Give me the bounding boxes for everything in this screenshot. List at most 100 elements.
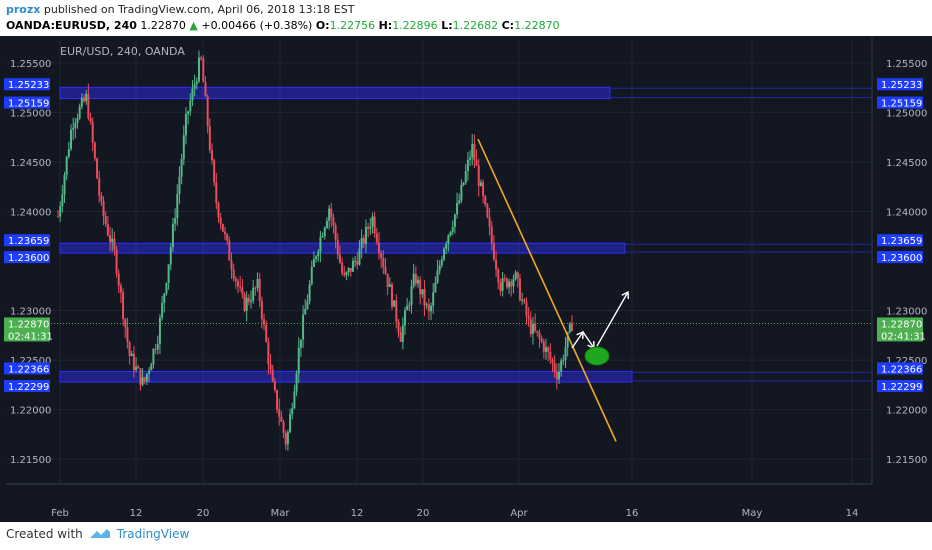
x-tick-label: 14: [846, 508, 859, 519]
candle-body: [174, 218, 177, 224]
publish-info: published on TradingView.com, April 06, …: [43, 3, 355, 16]
x-tick-label: 12: [130, 508, 143, 519]
candle-body: [100, 195, 103, 202]
level-label-left-bg: [4, 96, 50, 109]
candle-body: [143, 377, 146, 382]
x-tick-label: Feb: [51, 508, 69, 519]
candle-body: [176, 194, 179, 219]
level-label-right: 1.22366: [881, 364, 922, 375]
candle-body: [525, 301, 528, 316]
candle-body: [560, 360, 563, 372]
author-link[interactable]: prozx: [6, 3, 41, 16]
y-tick-label-left: 1.24500: [10, 158, 51, 169]
open-label: O:: [315, 19, 330, 32]
high-value: 1.22896: [392, 19, 438, 32]
candle-body: [87, 93, 90, 118]
candle-body: [165, 282, 168, 294]
level-label-right: 1.25159: [881, 99, 922, 110]
candle-body: [65, 156, 68, 175]
candle-body: [98, 178, 101, 196]
candle-body: [373, 216, 376, 234]
candle-body: [375, 233, 378, 243]
candle-body: [364, 227, 367, 244]
candle-body: [221, 223, 224, 232]
candle-body: [490, 226, 493, 244]
candle-body: [551, 359, 554, 364]
candle-body: [119, 285, 122, 293]
candle-body: [208, 126, 211, 150]
candle-body: [241, 287, 244, 295]
candle-body: [388, 284, 391, 287]
candle-body: [150, 364, 153, 371]
candle-body: [479, 182, 482, 186]
candle-body: [330, 208, 333, 218]
candle-body: [430, 305, 433, 312]
level-label-right-bg: [877, 251, 923, 264]
candle-body: [171, 223, 174, 248]
candle-body: [223, 231, 226, 235]
candle-body: [443, 248, 446, 260]
candle-body: [503, 278, 506, 280]
candle-body: [334, 225, 337, 240]
candle-body: [325, 220, 328, 228]
candle-body: [497, 269, 500, 283]
candle-body: [419, 279, 422, 295]
candle-body: [128, 342, 131, 357]
candle-body: [349, 267, 352, 272]
tradingview-brand[interactable]: TradingView: [116, 527, 190, 541]
x-tick-label: 16: [626, 508, 639, 519]
support-resistance-zone: [59, 86, 611, 100]
candle-body: [367, 227, 370, 229]
y-tick-label: 1.23000: [886, 307, 927, 318]
low-label: L:: [441, 19, 453, 32]
high-label: H:: [378, 19, 393, 32]
candle-body: [70, 129, 73, 150]
candle-body: [456, 203, 459, 215]
candle-body: [230, 260, 233, 270]
candle-body: [286, 432, 289, 445]
low-value: 1.22682: [452, 19, 499, 32]
candle-body: [464, 171, 467, 183]
candle-body: [206, 96, 209, 127]
price-chart[interactable]: EUR/USD, 240, OANDA 1.25500 1.25000 1.24500…: [0, 36, 932, 522]
candle-body: [547, 347, 550, 352]
candle-body: [135, 366, 138, 371]
candle-body: [74, 122, 77, 128]
candle-body: [302, 314, 305, 340]
candle-body: [321, 236, 324, 238]
candle-body: [265, 324, 268, 342]
candle-body: [263, 319, 266, 325]
candle-body: [72, 127, 75, 130]
candle-body: [399, 332, 402, 342]
candle-body: [217, 203, 220, 218]
candle-body: [482, 182, 485, 197]
x-tick-label: 12: [351, 508, 364, 519]
candle-body: [332, 217, 335, 226]
candle-body: [306, 301, 309, 310]
candle-body: [362, 238, 365, 244]
candle-body: [328, 208, 331, 221]
level-label-left-bg: [4, 362, 50, 375]
candle-body: [377, 242, 380, 253]
candle-body: [189, 100, 192, 112]
projection-arrow-up-1: [571, 331, 584, 349]
candle-body: [354, 260, 357, 262]
y-tick-label: 1.25000: [886, 108, 927, 119]
candle-body: [122, 292, 125, 320]
current-price-label-right: 1.22870: [881, 319, 922, 330]
candle-body: [109, 235, 112, 243]
current-price-label-right-bg: [877, 317, 923, 342]
publish-header: prozx published on TradingView.com, Apri…: [6, 2, 354, 18]
candle-body: [471, 143, 474, 158]
candle-body: [152, 349, 155, 365]
y-tick-label: 1.24500: [886, 158, 927, 169]
candle-body: [516, 272, 519, 279]
candle-body: [219, 217, 222, 224]
candle-body: [141, 377, 144, 385]
candle-body: [167, 264, 170, 283]
candle-body: [356, 260, 359, 265]
candle-body: [232, 269, 235, 279]
candle-body: [531, 323, 534, 335]
candle-body: [380, 252, 383, 259]
candle-body: [169, 247, 172, 265]
